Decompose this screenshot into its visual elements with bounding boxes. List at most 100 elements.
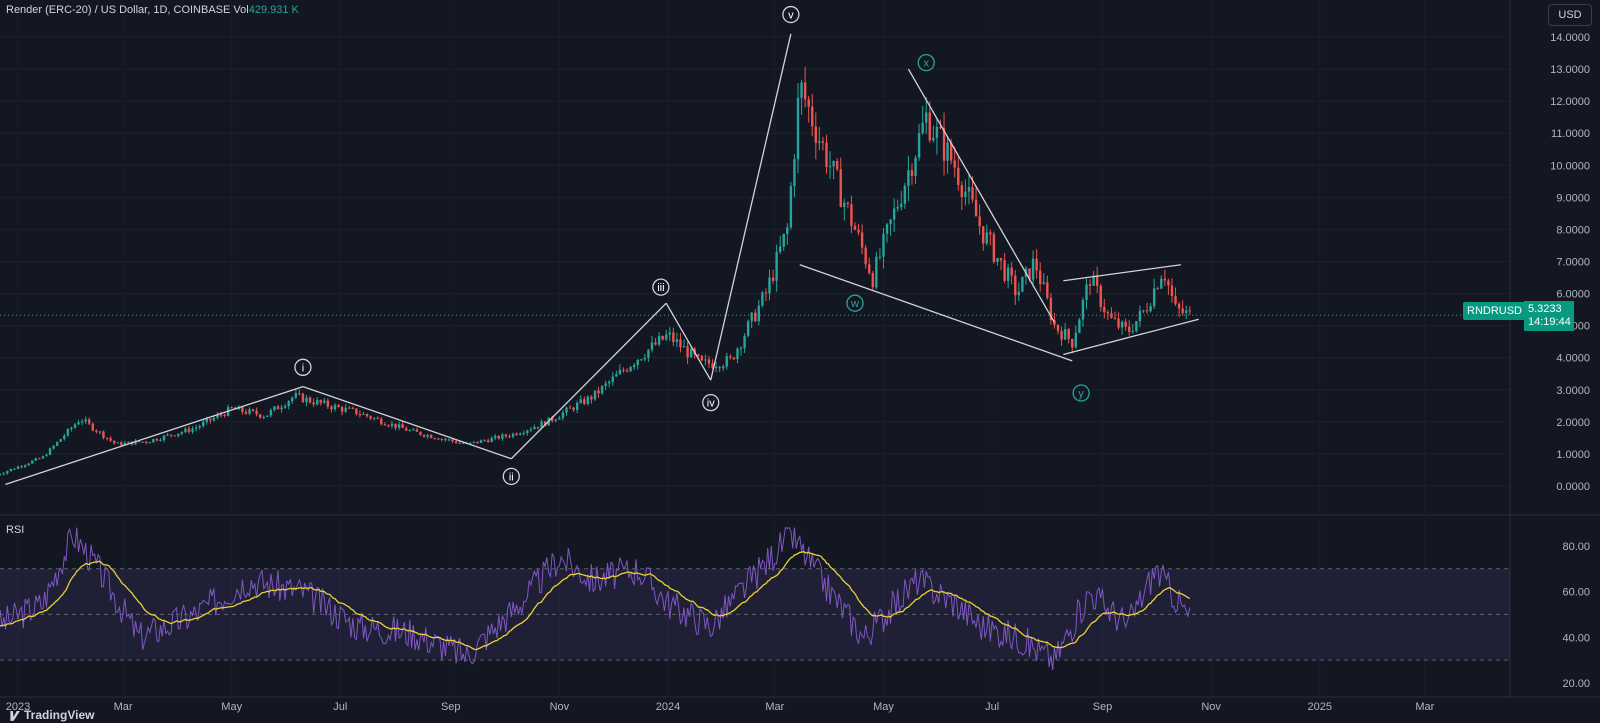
candle-body [77, 422, 80, 425]
candle-body [1081, 299, 1085, 320]
tradingview-brand[interactable]: TradingView [4, 708, 94, 722]
candle-body [665, 334, 668, 340]
candle-body [978, 216, 981, 227]
elliott-trendline [710, 33, 792, 381]
candle-body [907, 170, 910, 186]
candle-body [358, 414, 362, 416]
candle-body [1149, 306, 1152, 312]
candle-body [429, 435, 433, 439]
candle-body [643, 357, 647, 360]
candle-body [526, 430, 529, 433]
candle-body [483, 440, 486, 442]
candle-body [615, 374, 618, 377]
candle-body [1014, 275, 1017, 296]
candle-body [593, 390, 597, 400]
currency-button[interactable]: USD [1548, 4, 1592, 26]
elliott-trendline [1063, 264, 1181, 282]
candle-body [273, 406, 276, 411]
candle-body [348, 407, 351, 409]
candle-body [369, 416, 372, 419]
candle-body [330, 406, 333, 410]
symbol-header: Render (ERC-20) / US Dollar, 1D, COINBAS… [6, 4, 299, 16]
candle-body [600, 385, 604, 394]
candle-body [942, 128, 946, 161]
wave-label-w: w [850, 298, 859, 310]
candle-body [764, 292, 768, 294]
candle-body [1078, 319, 1081, 333]
candle-body [871, 273, 874, 288]
candle-body [679, 339, 682, 348]
candle-body [1060, 330, 1063, 340]
candle-body [757, 305, 761, 322]
candle-body [736, 348, 739, 360]
candle-body [162, 435, 166, 441]
volume-value: 429.931 K [248, 4, 299, 16]
rsi-tick-label: 40.00 [1562, 632, 1590, 644]
rsi-line [0, 526, 1191, 671]
x-tick-label: Mar [1415, 701, 1434, 713]
candle-body [957, 167, 960, 186]
candle-body [821, 141, 825, 143]
candle-body [219, 414, 223, 416]
candle-body [533, 426, 536, 430]
candle-body [647, 349, 650, 358]
candle-body [611, 376, 614, 382]
wave-label-circle [294, 358, 312, 376]
candle-body [63, 435, 66, 440]
x-tick-label: May [873, 701, 894, 713]
candle-body [689, 348, 693, 358]
candle-body [66, 428, 70, 436]
candle-body [159, 440, 162, 442]
candle-body [351, 407, 354, 409]
candle-body [568, 407, 572, 409]
candle-body [828, 166, 832, 168]
candle-body [971, 187, 974, 200]
candle-body [34, 458, 38, 461]
candle-body [134, 440, 137, 445]
candle-body [494, 435, 497, 438]
candle-body [668, 332, 671, 335]
rsi-tick-label: 60.00 [1562, 587, 1590, 599]
current-price: 5.3233 [1528, 303, 1562, 315]
candle-body [1046, 282, 1049, 298]
x-tick-label: Nov [1201, 701, 1221, 713]
candle-body [1095, 275, 1099, 286]
candle-body [636, 359, 639, 365]
candle-body [1092, 275, 1095, 286]
candle-body [939, 126, 942, 129]
candle-body [2, 473, 5, 475]
candle-body [714, 367, 718, 369]
x-tick-label: Sep [441, 701, 461, 713]
candle-body [490, 437, 493, 442]
candle-body [9, 468, 13, 471]
candle-body [946, 142, 949, 161]
candle-body [1138, 310, 1142, 322]
candle-body [301, 393, 305, 403]
candle-body [622, 369, 625, 371]
y-tick-label: 10.0000 [1550, 160, 1590, 172]
candle-body [1163, 278, 1167, 281]
candle-body [992, 234, 996, 262]
candle-body [120, 442, 123, 446]
candle-body [169, 434, 173, 436]
x-tick-label: Mar [765, 701, 784, 713]
candle-body [857, 229, 860, 233]
candle-body [932, 137, 935, 141]
candle-body [173, 435, 176, 437]
candle-body [743, 336, 746, 348]
y-tick-label: 3.0000 [1556, 385, 1590, 397]
candle-body [640, 359, 643, 361]
candle-body [187, 428, 191, 432]
candle-body [419, 431, 422, 435]
candle-body [892, 208, 896, 220]
candle-body [949, 142, 953, 161]
candle-body [283, 406, 287, 408]
candle-body [462, 442, 465, 444]
candle-body [230, 407, 233, 409]
x-tick-label: Mar [114, 701, 133, 713]
candle-body [52, 445, 55, 449]
candle-body [707, 359, 711, 364]
wave-label-circle [846, 294, 864, 312]
wave-label-i: i [302, 362, 304, 374]
